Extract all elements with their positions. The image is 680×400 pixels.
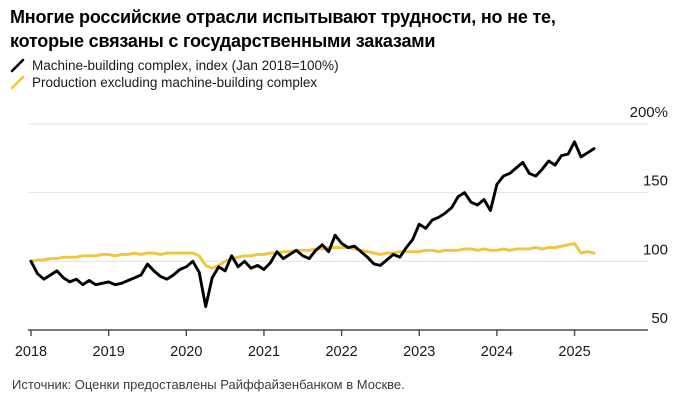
x-axis-label-2019: 2019	[93, 344, 125, 360]
legend-label-production-excl: Production excluding machine-building co…	[32, 74, 318, 90]
y-axis-label-200: 200%	[630, 104, 668, 121]
chart-title: Многие российские отрасли испытывают тру…	[10, 5, 556, 53]
legend-label-machine-building: Machine-building complex, index (Jan 201…	[32, 57, 339, 73]
x-axis-label-2023: 2023	[403, 344, 435, 360]
x-axis-label-2025: 2025	[558, 344, 590, 360]
x-axis-label-2020: 2020	[170, 344, 202, 360]
x-axis-label-2021: 2021	[248, 344, 280, 360]
x-axis-label-2024: 2024	[481, 344, 513, 360]
series-line-machine-building-complex-index-jan-2018-	[29, 140, 596, 309]
chart-title-line2: которые связаны с государственными заказ…	[10, 31, 436, 51]
legend-item-machine-building: Machine-building complex, index (Jan 201…	[10, 57, 339, 73]
x-axis-label-2018: 2018	[15, 344, 47, 360]
series-line-production-excluding-machine-building-co	[29, 241, 596, 270]
y-axis-label-50: 50	[651, 310, 668, 327]
y-axis-label-150: 150	[643, 173, 668, 190]
x-axis-label-2022: 2022	[325, 344, 357, 360]
y-axis-label-100: 100	[643, 241, 668, 258]
black-line-swatch-icon	[10, 58, 25, 72]
chart-legend: Machine-building complex, index (Jan 201…	[10, 57, 339, 91]
yellow-line-swatch-icon	[10, 75, 25, 89]
chart-title-line1: Многие российские отрасли испытывают тру…	[10, 7, 556, 27]
source-note: Источник: Оценки предоставлены Райффайзе…	[12, 377, 405, 392]
legend-item-production-excl: Production excluding machine-building co…	[10, 74, 339, 90]
